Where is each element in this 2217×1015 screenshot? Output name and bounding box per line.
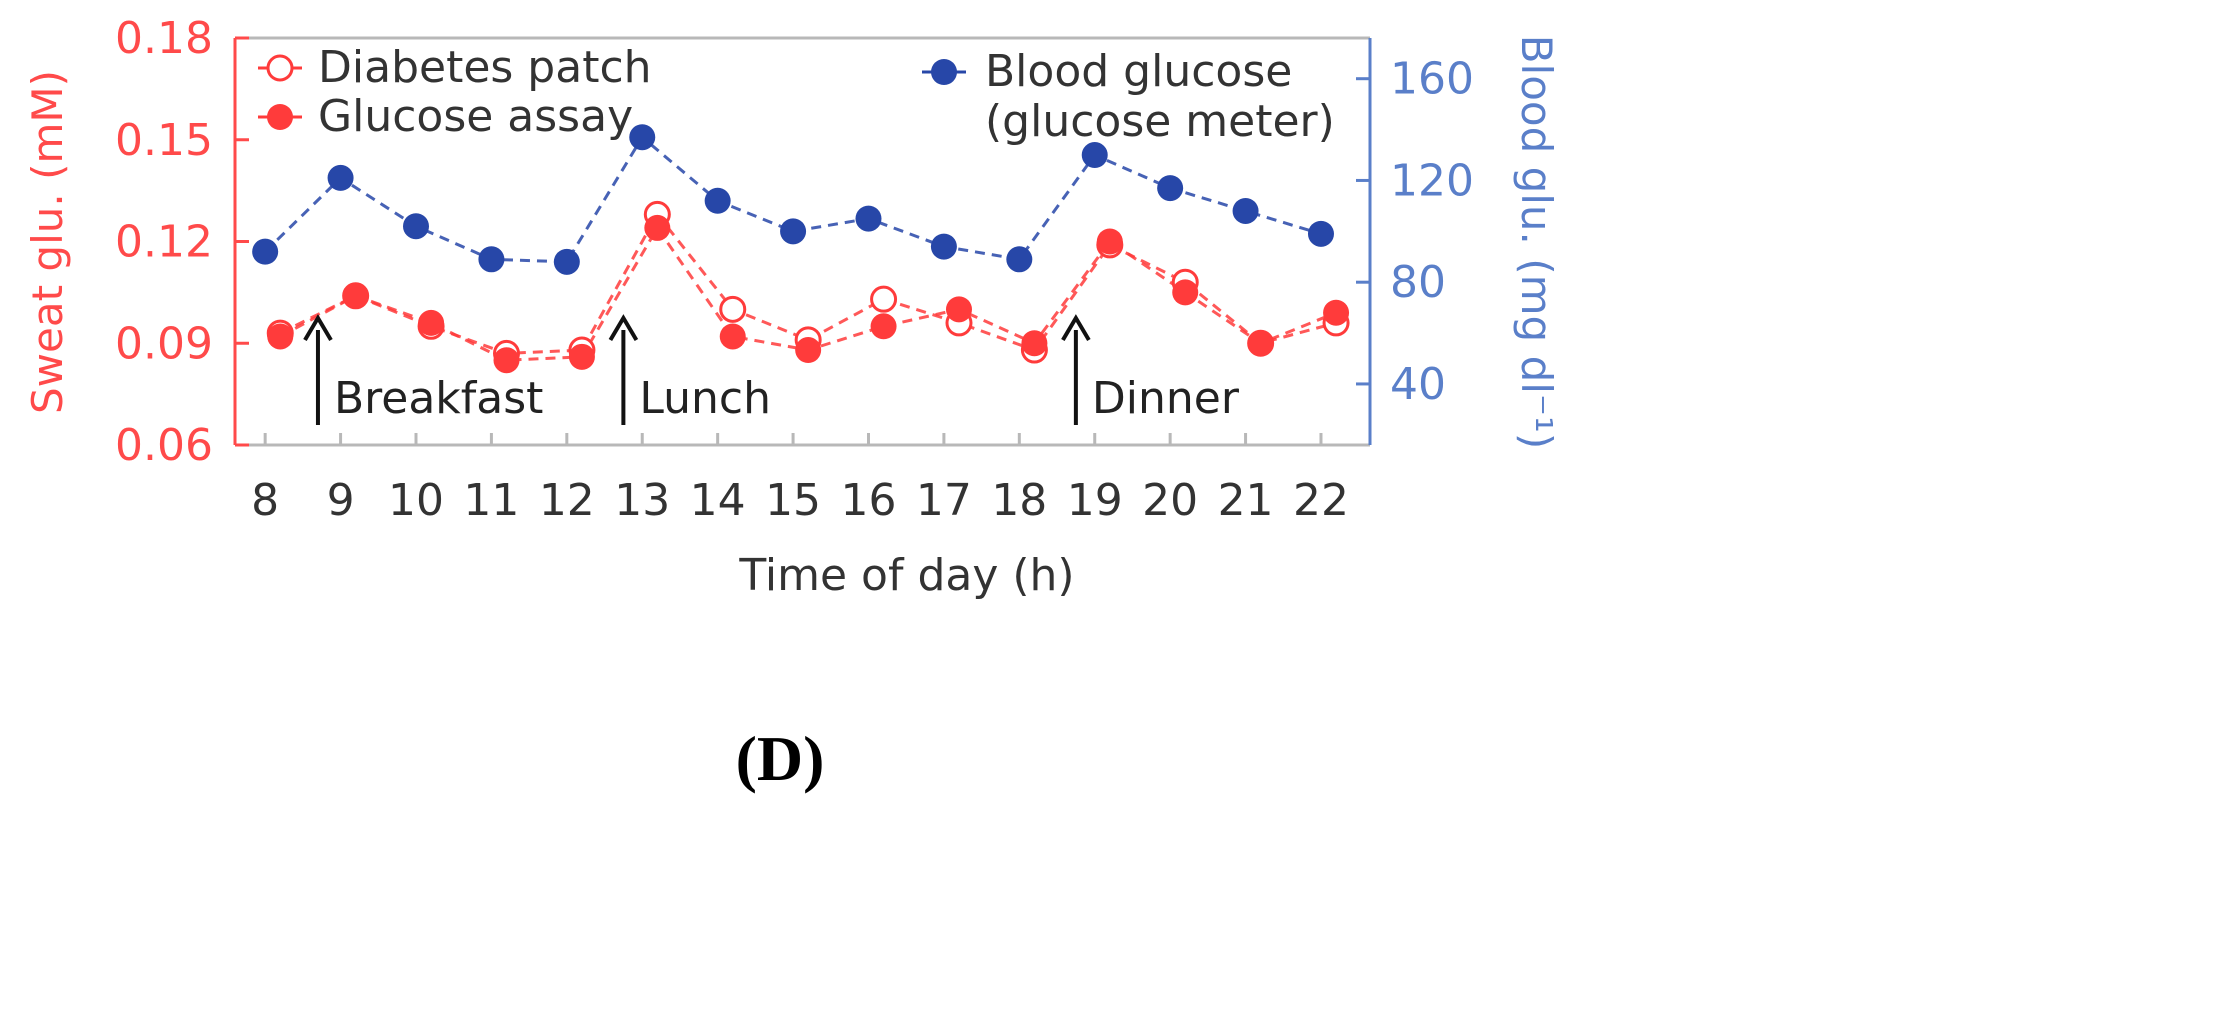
x-tick-label: 17 [916, 475, 972, 526]
left-y-tick-label: 0.09 [115, 318, 213, 369]
annotation-arrow-head [1061, 314, 1091, 342]
data-point-filled [1232, 197, 1259, 224]
annotation-label: Breakfast [334, 373, 543, 424]
data-point-filled [493, 347, 520, 374]
left-y-tick-label: 0.06 [115, 420, 213, 471]
data-point-filled [1307, 220, 1334, 247]
data-point-filled [704, 187, 731, 214]
left-y-tick-label: 0.15 [115, 115, 213, 166]
right-y-axis: 40 80 120 160 [1356, 54, 1474, 410]
annotation-arrow-head [608, 314, 639, 342]
right-y-tick-label: 40 [1390, 359, 1446, 410]
data-point-filled [1081, 142, 1108, 169]
annotation-label: Lunch [639, 373, 771, 424]
x-tick-label: 19 [1067, 475, 1123, 526]
right-y-axis-title: Blood glu. (mg dl⁻¹) [1512, 35, 1561, 450]
data-point-filled [267, 323, 294, 350]
data-point-filled [252, 238, 279, 265]
data-point-filled [1247, 330, 1274, 357]
data-point-filled [327, 164, 354, 191]
panel-label: (D) [736, 723, 825, 794]
legend-label-diabetes-patch: Diabetes patch [318, 42, 652, 93]
x-axis-title: Time of day (h) [738, 550, 1074, 601]
data-point-filled [629, 124, 656, 151]
data-point-filled [553, 248, 580, 275]
right-y-tick-label: 120 [1390, 155, 1474, 206]
data-point-open [870, 285, 898, 313]
legend-marker-glucose-assay [267, 104, 293, 130]
right-y-tick-label: 80 [1390, 257, 1446, 308]
x-tick-label: 12 [539, 475, 595, 526]
x-axis: 8 9 10 11 12 13 14 15 16 17 18 19 20 21 22 [251, 433, 1349, 526]
annotation-label: Dinner [1092, 373, 1240, 424]
data-point-filled [478, 246, 505, 273]
x-tick-label: 10 [388, 475, 444, 526]
x-tick-label: 11 [463, 475, 519, 526]
meal-annotations: Breakfast Lunch Dinner [303, 314, 1240, 425]
data-point-filled [1021, 330, 1048, 357]
x-tick-label: 20 [1142, 475, 1198, 526]
series-line-2 [264, 134, 1322, 264]
left-y-axis-title: Sweat glu. (mM) [23, 70, 72, 414]
right-y-tick-label: 160 [1390, 54, 1474, 105]
x-tick-label: 9 [327, 475, 355, 526]
series-markers [252, 124, 1350, 374]
data-point-filled [418, 309, 445, 336]
left-y-axis: 0.06 0.09 0.12 0.15 0.18 [115, 13, 249, 471]
x-tick-label: 13 [614, 475, 670, 526]
x-tick-label: 22 [1293, 475, 1349, 526]
data-point-filled [644, 214, 671, 241]
data-point-filled [1172, 279, 1199, 306]
x-tick-label: 15 [765, 475, 821, 526]
legend-marker-diabetes-patch [266, 54, 294, 82]
annotation-arrow-head [303, 314, 333, 342]
x-tick-label: 8 [251, 475, 279, 526]
data-point-filled [930, 233, 957, 260]
data-point-filled [795, 337, 822, 364]
x-tick-label: 16 [840, 475, 896, 526]
data-point-filled [568, 343, 595, 370]
left-y-tick-label: 0.12 [115, 217, 213, 268]
data-point-filled [870, 313, 897, 340]
data-point-filled [1157, 175, 1184, 202]
data-point-filled [402, 213, 429, 240]
data-point-filled [342, 282, 369, 309]
x-tick-label: 21 [1218, 475, 1274, 526]
data-point-filled [1096, 228, 1123, 255]
data-point-open [719, 295, 747, 323]
data-point-filled [1006, 246, 1033, 273]
data-point-filled [780, 218, 807, 245]
data-point-filled [719, 323, 746, 350]
x-tick-label: 18 [991, 475, 1047, 526]
legend-label-blood-glucose-sub: (glucose meter) [985, 96, 1335, 147]
data-point-filled [1323, 299, 1350, 326]
legend-label-blood-glucose: Blood glucose [985, 46, 1292, 97]
legend-label-glucose-assay: Glucose assay [318, 91, 633, 142]
x-tick-label: 14 [690, 475, 746, 526]
data-point-filled [855, 205, 882, 232]
data-point-filled [945, 296, 972, 323]
left-y-tick-label: 0.18 [115, 13, 213, 64]
legend-marker-blood-glucose [931, 59, 957, 85]
